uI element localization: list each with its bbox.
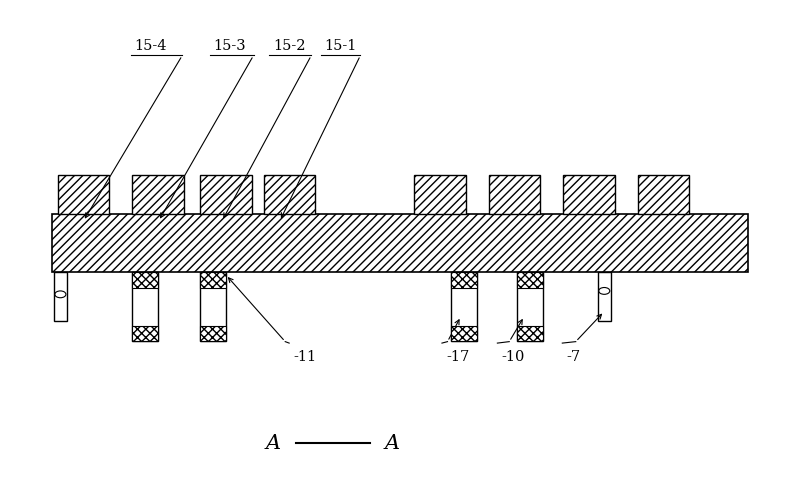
Text: -11: -11 xyxy=(293,350,316,365)
Text: -10: -10 xyxy=(502,350,525,365)
Bar xyxy=(133,272,158,341)
Bar xyxy=(133,175,184,214)
Bar xyxy=(264,175,315,214)
Bar xyxy=(598,272,610,321)
Bar xyxy=(54,272,66,321)
Bar xyxy=(201,175,252,214)
Bar xyxy=(58,175,110,214)
Bar xyxy=(52,214,748,272)
Bar xyxy=(563,175,614,214)
Bar xyxy=(414,175,466,214)
Bar xyxy=(201,326,226,341)
Text: -7: -7 xyxy=(566,350,580,365)
Bar xyxy=(517,272,542,288)
Text: A: A xyxy=(266,434,281,452)
Bar xyxy=(638,175,689,214)
Bar xyxy=(201,272,226,341)
Text: 15-3: 15-3 xyxy=(214,39,246,53)
Bar xyxy=(201,272,226,288)
Bar xyxy=(133,326,158,341)
Bar xyxy=(133,272,158,288)
Bar xyxy=(489,175,540,214)
Bar xyxy=(451,272,477,288)
Text: 15-2: 15-2 xyxy=(273,39,306,53)
Text: -17: -17 xyxy=(446,350,469,365)
Text: 15-4: 15-4 xyxy=(134,39,167,53)
Bar xyxy=(451,272,477,341)
Bar xyxy=(517,272,542,341)
Text: A: A xyxy=(385,434,400,452)
Text: 15-1: 15-1 xyxy=(325,39,357,53)
Bar xyxy=(517,326,542,341)
Bar xyxy=(451,326,477,341)
